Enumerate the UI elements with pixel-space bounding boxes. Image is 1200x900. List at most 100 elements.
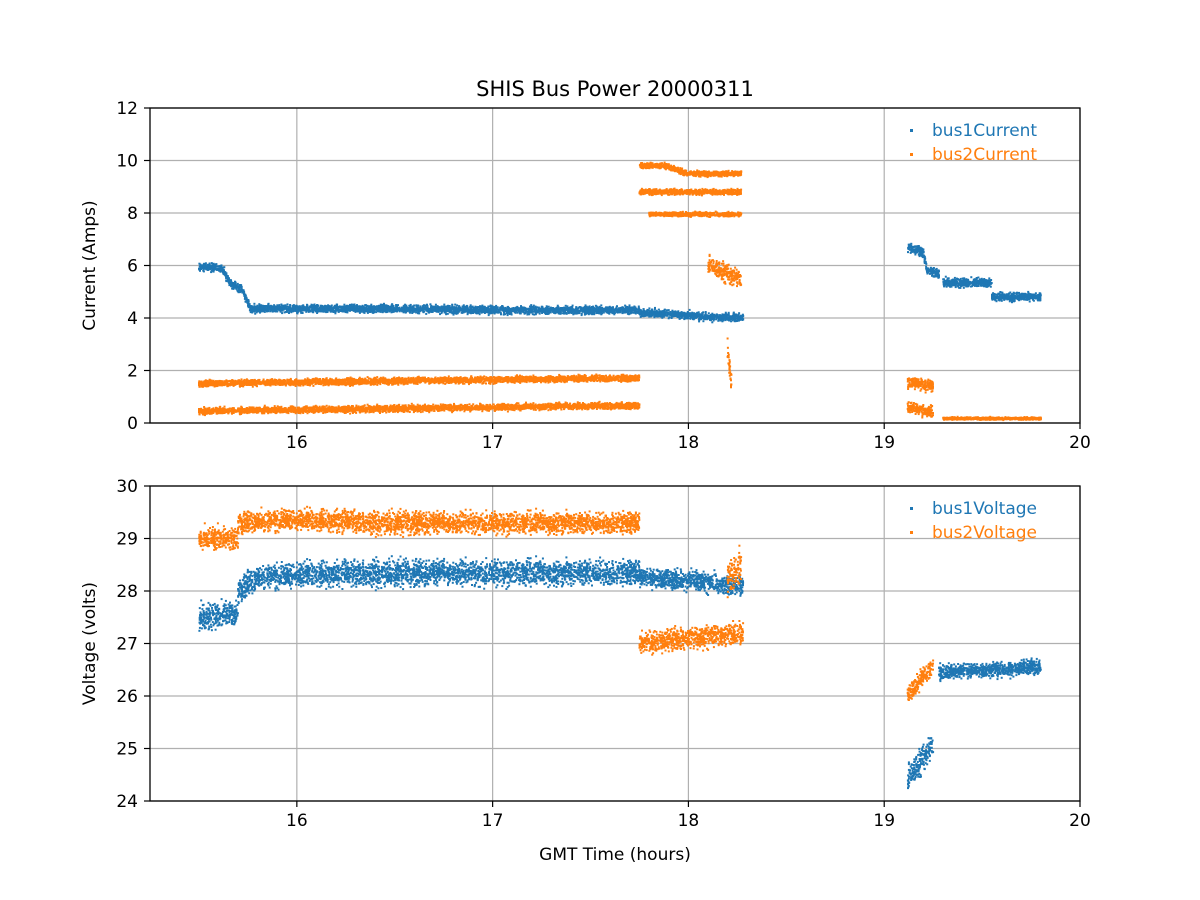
bus1Current-point	[379, 306, 382, 309]
bus1Current-point	[560, 308, 563, 311]
bus1Current-point	[542, 309, 545, 312]
bus1Current-point	[1009, 291, 1012, 294]
bus1Current-point	[532, 307, 535, 310]
bus1Current-point	[491, 305, 494, 308]
bus1Current-point	[934, 275, 937, 278]
bus1Current-point	[674, 314, 677, 317]
bus1Current-point	[324, 307, 327, 309]
bus1Current-point	[375, 311, 378, 314]
bus1Current-point	[372, 308, 375, 310]
bus1Current-point	[689, 317, 692, 320]
bus1Current-point	[467, 310, 469, 312]
bus1Current-point	[306, 304, 309, 307]
bus1Current-point	[250, 307, 253, 310]
bus1Current-point	[301, 306, 304, 309]
bus1Current-point	[276, 310, 279, 313]
bus1Current-point	[592, 310, 595, 313]
bus1Current-point	[951, 283, 954, 286]
bus1Current-point	[274, 310, 277, 313]
bus1Current-point	[561, 312, 564, 315]
bus1Current-point	[625, 311, 628, 314]
bus1Current-point	[442, 305, 445, 308]
bus1Current-point	[1009, 299, 1012, 302]
bus1Current-point	[269, 309, 272, 312]
bus1Current-point	[450, 307, 453, 309]
bus1Current-point	[661, 313, 664, 316]
bus1Current-point	[1025, 293, 1027, 296]
bus1Current-point	[665, 314, 668, 317]
bus1Current-point	[710, 317, 713, 320]
bus1Current-point	[664, 313, 667, 316]
bus1Current-point	[280, 307, 283, 310]
bus1Current-point	[507, 308, 510, 311]
bus1Current-point	[441, 309, 444, 312]
bus1Current-point	[691, 315, 694, 318]
bus1Current-point	[656, 315, 659, 318]
bus1Current-point	[370, 305, 373, 308]
bus1Current-point	[959, 282, 962, 285]
bus1Current-point	[202, 266, 204, 269]
bus1Current-point	[910, 249, 913, 251]
bus1Current-point	[711, 312, 714, 315]
bus1Current-point	[918, 248, 921, 251]
bus1Current-point	[458, 305, 461, 308]
bus1Current-point	[256, 305, 259, 308]
bus1Current-point	[218, 269, 220, 272]
bus1Current-point	[925, 268, 928, 271]
bus1Current-point	[218, 265, 221, 268]
bus1Current-point	[994, 293, 997, 296]
bus1Current-point	[1033, 295, 1036, 298]
bus1Current-point	[373, 309, 376, 312]
bus1Current-point	[909, 245, 912, 248]
bus1Current-point	[433, 309, 436, 311]
bus1Current-point	[322, 308, 325, 311]
bus1Current-point	[366, 311, 369, 314]
bus1Current-point	[344, 311, 347, 314]
bus1Current-point	[926, 270, 929, 273]
bus1Current-point	[721, 318, 724, 321]
bus1Current-point	[581, 309, 584, 312]
bus1Current-point	[1017, 297, 1020, 299]
bus1Current-point	[354, 306, 356, 309]
bus1Current-point	[391, 303, 394, 306]
bus1Current-point	[497, 311, 500, 314]
bus1Current-point	[647, 309, 650, 312]
bus1Current-point	[908, 247, 911, 250]
bus1Current-point	[204, 267, 207, 270]
bus1Current-point	[267, 305, 270, 308]
bus1Current-point	[226, 275, 229, 277]
bus1Current-point	[956, 278, 959, 281]
bus1Current-point	[708, 315, 711, 318]
bus1Current-point	[447, 309, 450, 312]
bus1Current-point	[663, 308, 666, 311]
bus1Current-point	[321, 310, 324, 313]
bus1Current-point	[659, 312, 662, 315]
bus1Current-point	[990, 279, 993, 281]
bus1Current-point	[733, 318, 736, 321]
bus1Current-point	[491, 310, 494, 313]
bus1Current-point	[397, 308, 400, 311]
bus1Current-point	[1024, 298, 1027, 301]
bus1Current-point	[544, 307, 547, 310]
bus1Current-point	[324, 310, 327, 313]
bus1Current-point	[693, 312, 696, 315]
bus1Current-point	[565, 312, 568, 315]
bus1Current-point	[324, 308, 327, 311]
bus1Current-point	[980, 277, 983, 280]
bus1Current-point	[288, 312, 290, 314]
bus1Current-point	[569, 308, 572, 311]
bus1Current-point	[320, 310, 323, 313]
bus1Current-point	[367, 310, 370, 313]
bus1Current-point	[476, 312, 478, 315]
bus1Current-point	[312, 311, 315, 314]
bus1Current-point	[499, 311, 502, 314]
bus1Current-point	[411, 306, 414, 309]
bus1Current-point	[411, 308, 414, 311]
bus1Current-point	[484, 308, 487, 311]
bus1Current-point	[404, 303, 407, 306]
bus1Current-point	[424, 305, 427, 308]
bus1Current-point	[1031, 296, 1034, 299]
bus1Current-point	[304, 309, 307, 312]
bus1Current-point	[413, 310, 416, 313]
bus1Current-point	[608, 312, 611, 315]
